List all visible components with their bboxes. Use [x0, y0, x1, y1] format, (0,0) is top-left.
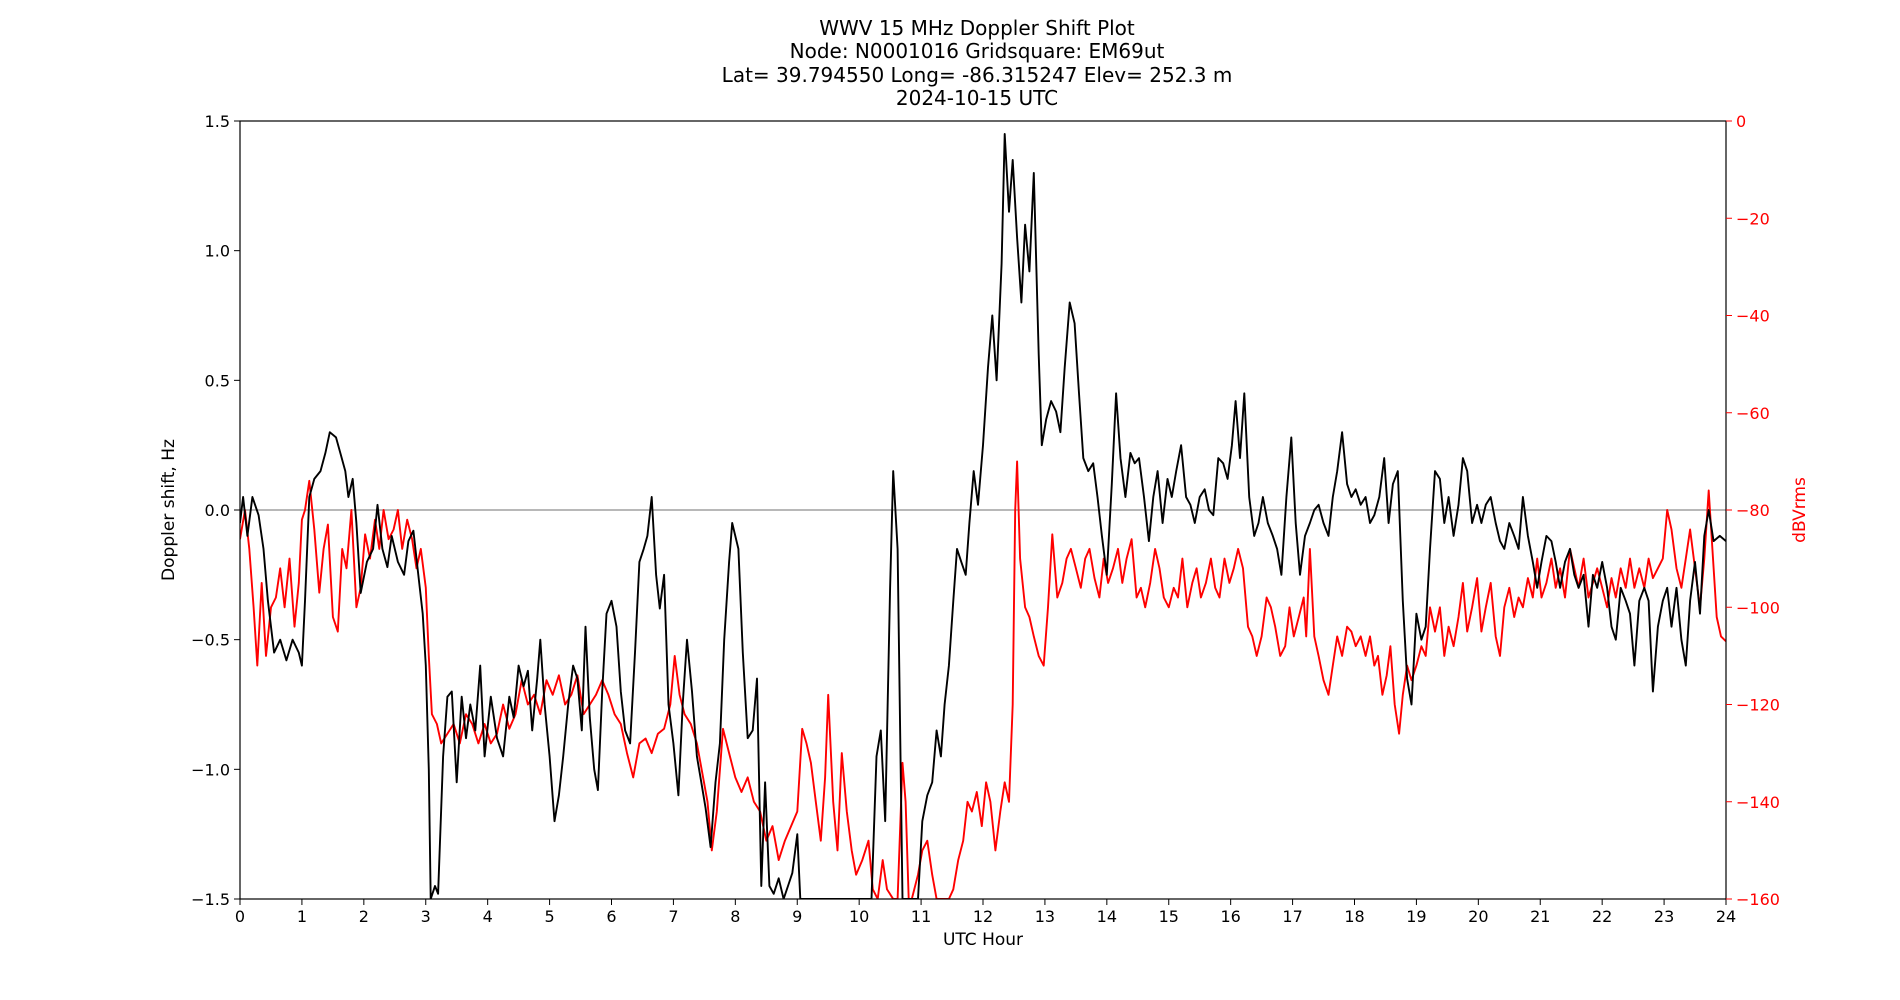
x-tick-label: 11 — [911, 907, 931, 926]
y-left-tick-label: 1.5 — [205, 112, 230, 131]
power-series-line — [240, 460, 1726, 899]
x-tick-label: 12 — [973, 907, 993, 926]
y-axis-right-label: dBVrms — [1790, 477, 1810, 543]
x-tick-label: 5 — [544, 907, 554, 926]
doppler-series-line — [240, 133, 1726, 899]
x-tick-label: 10 — [849, 907, 869, 926]
x-tick-label: 3 — [421, 907, 431, 926]
y-right-tick-label: 0 — [1736, 112, 1746, 131]
y-left-tick-label: 0.5 — [205, 371, 230, 390]
y-right-tick-label: −40 — [1736, 307, 1770, 326]
x-tick-label: 9 — [792, 907, 802, 926]
y-right-tick-label: −140 — [1736, 793, 1780, 812]
x-tick-label: 17 — [1282, 907, 1302, 926]
x-tick-label: 16 — [1220, 907, 1240, 926]
x-tick-label: 6 — [606, 907, 616, 926]
x-tick-label: 0 — [235, 907, 245, 926]
x-tick-label: 22 — [1592, 907, 1612, 926]
x-axis-label: UTC Hour — [943, 930, 1023, 950]
y-right-tick-label: −80 — [1736, 501, 1770, 520]
chart-title: WWV 15 MHz Doppler Shift Plot Node: N000… — [722, 16, 1233, 110]
y-axis-left-ticks: 1.5 1.0 0.5 0.0 −0.5 −1.0 −1.5 — [191, 112, 240, 909]
x-tick-label: 2 — [359, 907, 369, 926]
title-line-3: Lat= 39.794550 Long= -86.315247 Elev= 25… — [722, 63, 1233, 87]
x-axis-ticks: 0 1 2 3 4 5 6 7 8 9 10 11 12 13 14 15 16 17 18 19 20 21 22 23 24 — [235, 899, 1736, 926]
plot-area — [240, 133, 1726, 899]
x-tick-label: 15 — [1159, 907, 1179, 926]
x-tick-label: 4 — [483, 907, 493, 926]
x-tick-label: 1 — [297, 907, 307, 926]
y-right-tick-label: −20 — [1736, 209, 1770, 228]
y-right-tick-label: −100 — [1736, 598, 1780, 617]
x-tick-label: 8 — [730, 907, 740, 926]
title-line-2: Node: N0001016 Gridsquare: EM69ut — [790, 39, 1165, 63]
y-left-tick-label: −1.0 — [191, 760, 230, 779]
x-tick-label: 14 — [1097, 907, 1117, 926]
x-tick-label: 23 — [1654, 907, 1674, 926]
y-right-tick-label: −120 — [1736, 696, 1780, 715]
x-tick-label: 18 — [1344, 907, 1364, 926]
x-tick-label: 21 — [1530, 907, 1550, 926]
x-tick-label: 20 — [1468, 907, 1488, 926]
x-tick-label: 19 — [1406, 907, 1426, 926]
x-tick-label: 13 — [1035, 907, 1055, 926]
y-left-tick-label: 0.0 — [205, 501, 230, 520]
title-line-4: 2024-10-15 UTC — [896, 86, 1058, 110]
y-left-tick-label: −1.5 — [191, 890, 230, 909]
title-line-1: WWV 15 MHz Doppler Shift Plot — [819, 16, 1135, 40]
y-right-tick-label: −160 — [1736, 890, 1780, 909]
x-tick-label: 7 — [668, 907, 678, 926]
y-left-tick-label: −0.5 — [191, 631, 230, 650]
y-axis-left-label: Doppler shift, Hz — [159, 439, 179, 581]
y-left-tick-label: 1.0 — [205, 242, 230, 261]
x-tick-label: 24 — [1716, 907, 1736, 926]
y-axis-right-ticks: 0 −20 −40 −60 −80 −100 −120 −140 −160 — [1726, 112, 1780, 909]
y-right-tick-label: −60 — [1736, 404, 1770, 423]
